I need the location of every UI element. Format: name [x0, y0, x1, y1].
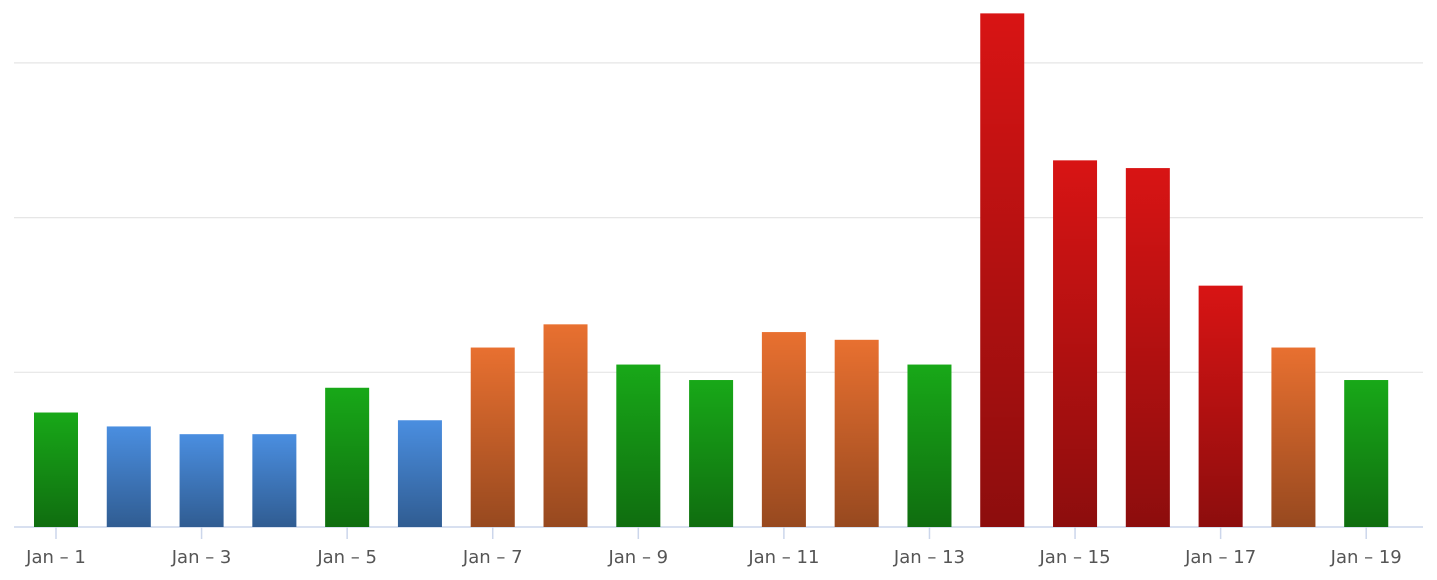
bar-shade [1198, 285, 1243, 527]
bar-shade [179, 434, 224, 527]
x-tick-label: Jan – 1 [25, 547, 86, 568]
x-tick-label: Jan – 7 [462, 547, 523, 568]
bar-shade [907, 364, 952, 527]
bar-shade [980, 13, 1025, 528]
x-tick-label: Jan – 19 [1330, 547, 1402, 568]
x-tick-label: Jan – 3 [171, 547, 232, 568]
bar-shade [33, 412, 78, 527]
bar-shade [761, 332, 806, 527]
bar-shade [616, 364, 661, 527]
bar-shade [1053, 160, 1098, 528]
bar-shade [325, 387, 370, 527]
bar-shade [470, 347, 515, 527]
x-tick-label: Jan – 9 [607, 547, 668, 568]
bar-shade [834, 339, 879, 527]
bar-shade [543, 324, 588, 527]
bar-shade [1271, 347, 1316, 527]
bar-shade [106, 426, 151, 527]
x-tick-label: Jan – 13 [893, 547, 965, 568]
x-tick-label: Jan – 11 [747, 547, 819, 568]
x-tick-label: Jan – 17 [1184, 547, 1256, 568]
x-tick-label: Jan – 15 [1038, 547, 1110, 568]
x-tick-label: Jan – 5 [316, 547, 377, 568]
bar-shade [689, 380, 734, 527]
bar-shade [252, 434, 297, 527]
bar-shade [1344, 380, 1389, 527]
bar-shade [1125, 168, 1170, 528]
bar-shade [397, 420, 442, 527]
